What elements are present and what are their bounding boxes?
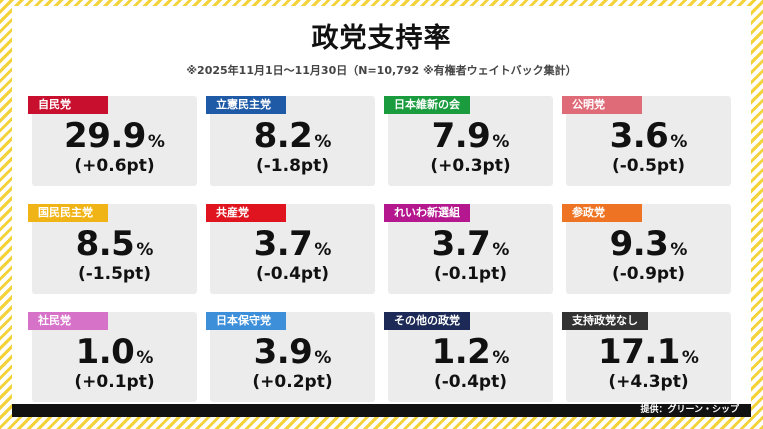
rate-change: (+0.3pt) bbox=[430, 156, 511, 176]
page-title: 政党支持率 bbox=[311, 23, 452, 54]
rate-change: (-0.5pt) bbox=[611, 156, 685, 176]
support-rate: 17.1 bbox=[598, 332, 680, 372]
percent-unit: % bbox=[492, 240, 510, 260]
party-card-conservative: 日本保守党 3.9% (+0.2pt) bbox=[206, 312, 375, 402]
percent-unit: % bbox=[136, 240, 154, 260]
party-card-ldp: 自民党 29.9% (+0.6pt) bbox=[28, 96, 197, 186]
support-rate: 9.3 bbox=[609, 224, 669, 264]
support-rate: 1.2 bbox=[431, 332, 491, 372]
support-rate: 29.9 bbox=[64, 116, 146, 156]
party-label: れいわ新選組 bbox=[384, 204, 470, 222]
percent-unit: % bbox=[314, 132, 332, 152]
party-card-ishin: 日本維新の会 7.9% (+0.3pt) bbox=[384, 96, 553, 186]
poll-panel: 政党支持率 ※2025年11月1日～11月30日（N=10,792 ※有権者ウェ… bbox=[12, 6, 751, 408]
support-rate: 3.7 bbox=[431, 224, 491, 264]
rate-change: (-1.5pt) bbox=[77, 264, 151, 284]
rate-change: (-0.4pt) bbox=[433, 372, 507, 392]
party-card-komeito: 公明党 3.6% (-0.5pt) bbox=[562, 96, 731, 186]
party-label: 公明党 bbox=[562, 96, 642, 114]
rate-change: (+4.3pt) bbox=[608, 372, 689, 392]
party-card-sdp: 社民党 1.0% (+0.1pt) bbox=[28, 312, 197, 402]
support-rate: 3.7 bbox=[253, 224, 313, 264]
support-rate: 3.9 bbox=[253, 332, 313, 372]
rate-change: (-1.8pt) bbox=[255, 156, 329, 176]
percent-unit: % bbox=[681, 348, 699, 368]
percent-unit: % bbox=[670, 240, 688, 260]
percent-unit: % bbox=[314, 348, 332, 368]
percent-unit: % bbox=[670, 132, 688, 152]
party-card-none: 支持政党なし 17.1% (+4.3pt) bbox=[562, 312, 731, 402]
party-label: 国民民主党 bbox=[28, 204, 108, 222]
rate-change: (+0.1pt) bbox=[74, 372, 155, 392]
party-card-reiwa: れいわ新選組 3.7% (-0.1pt) bbox=[384, 204, 553, 294]
support-rate: 3.6 bbox=[609, 116, 669, 156]
support-rate: 1.0 bbox=[75, 332, 135, 372]
percent-unit: % bbox=[492, 348, 510, 368]
party-label: 共産党 bbox=[206, 204, 286, 222]
rate-change: (+0.2pt) bbox=[252, 372, 333, 392]
rate-change: (+0.6pt) bbox=[74, 156, 155, 176]
percent-unit: % bbox=[147, 132, 165, 152]
party-label: 参政党 bbox=[562, 204, 642, 222]
party-label: 立憲民主党 bbox=[206, 96, 286, 114]
support-rate: 7.9 bbox=[431, 116, 491, 156]
footer-bar: 提供：グリーン・シップ bbox=[12, 404, 751, 417]
party-label: 日本保守党 bbox=[206, 312, 286, 330]
party-card-dpfp: 国民民主党 8.5% (-1.5pt) bbox=[28, 204, 197, 294]
party-label: 社民党 bbox=[28, 312, 108, 330]
rate-change: (-0.9pt) bbox=[611, 264, 685, 284]
party-card-cdp: 立憲民主党 8.2% (-1.8pt) bbox=[206, 96, 375, 186]
party-label: 支持政党なし bbox=[562, 312, 648, 330]
party-card-sanseito: 参政党 9.3% (-0.9pt) bbox=[562, 204, 731, 294]
credit-text: 提供：グリーン・シップ bbox=[640, 405, 739, 415]
party-card-other: その他の政党 1.2% (-0.4pt) bbox=[384, 312, 553, 402]
party-card-jcp: 共産党 3.7% (-0.4pt) bbox=[206, 204, 375, 294]
support-rate: 8.5 bbox=[75, 224, 135, 264]
support-rate: 8.2 bbox=[253, 116, 313, 156]
rate-change: (-0.1pt) bbox=[433, 264, 507, 284]
party-label: 自民党 bbox=[28, 96, 108, 114]
party-grid: 自民党 29.9% (+0.6pt) 立憲民主党 8.2% (-1.8pt) 日… bbox=[28, 96, 742, 402]
survey-note: ※2025年11月1日～11月30日（N=10,792 ※有権者ウェイトバック集… bbox=[186, 64, 577, 77]
party-label: その他の政党 bbox=[384, 312, 470, 330]
percent-unit: % bbox=[492, 132, 510, 152]
percent-unit: % bbox=[136, 348, 154, 368]
party-label: 日本維新の会 bbox=[384, 96, 470, 114]
percent-unit: % bbox=[314, 240, 332, 260]
rate-change: (-0.4pt) bbox=[255, 264, 329, 284]
